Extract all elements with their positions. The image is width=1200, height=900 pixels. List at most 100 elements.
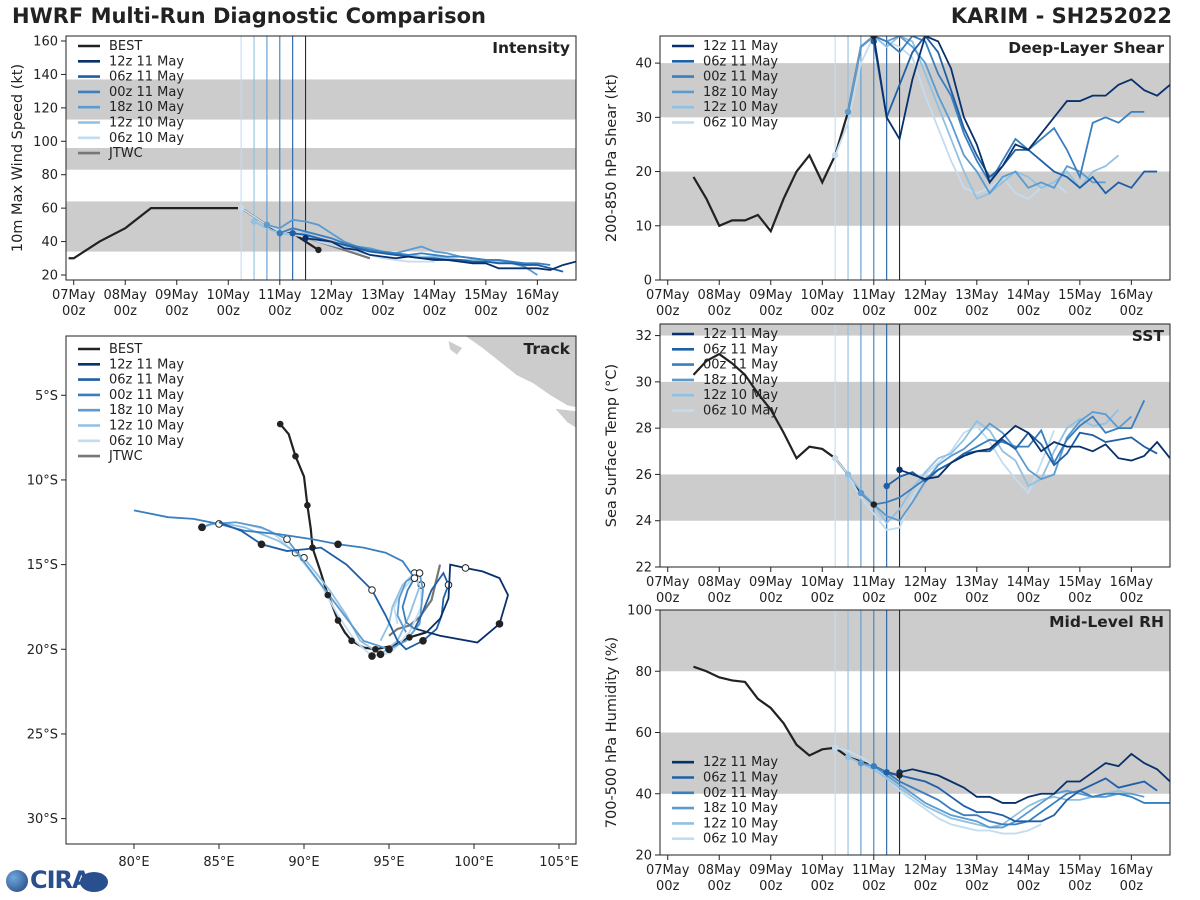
legend-label: 12z 10 May [109, 116, 184, 131]
land-mass [423, 336, 576, 408]
x-tick-label: 15May [1058, 288, 1102, 303]
series-init-point [831, 744, 839, 752]
y-tick-label: 40 [635, 57, 652, 72]
y-tick-label: 80 [635, 665, 652, 680]
y-tick-label: 80 [41, 168, 58, 183]
legend-label: JTWC [108, 146, 143, 161]
y-tick-label: 0 [644, 274, 652, 289]
x-tick-label: 16May [1110, 863, 1154, 878]
series-line [886, 771, 1158, 823]
x-tick-label: 16May [1110, 575, 1154, 590]
x-tick-label: 00z [708, 591, 732, 606]
x-tick-label: 08May [698, 863, 742, 878]
x-tick-label: 14May [413, 288, 457, 303]
y-tick-label: 160 [33, 35, 58, 50]
x-tick-label: 00z [217, 304, 241, 319]
y-tick-label: 60 [41, 202, 58, 217]
x-tick-label: 07May [52, 288, 96, 303]
x-tick-label: 00z [759, 304, 783, 319]
x-tick-label: 15May [1058, 575, 1102, 590]
legend-label: 00z 11 May [703, 786, 778, 801]
series-init-point [883, 769, 890, 776]
x-tick-label: 11May [852, 575, 896, 590]
x-tick-label: 08May [698, 288, 742, 303]
x-tick-label: 16May [516, 288, 560, 303]
y-tick-label: 140 [33, 68, 58, 83]
x-tick-label: 11May [258, 288, 302, 303]
track-marker [283, 535, 291, 544]
series-line [873, 765, 1170, 826]
x-tick-label: 00z [965, 879, 989, 894]
track-marker [257, 540, 266, 549]
y-tick-label: 100 [33, 135, 58, 150]
series-line [305, 237, 576, 271]
x-tick-label: 14May [1007, 575, 1051, 590]
x-tick-label: 00z [811, 879, 835, 894]
best-end-point [870, 501, 877, 508]
series-init-point [896, 466, 903, 473]
series-init-point [289, 230, 296, 237]
x-tick-label: 00z [965, 304, 989, 319]
track-marker [419, 637, 427, 645]
x-tick-label: 09May [749, 288, 793, 303]
x-tick-label: 00z [165, 304, 189, 319]
series-init-point [844, 753, 852, 761]
plot-frame [659, 35, 1171, 281]
x-tick-label: 15May [464, 288, 508, 303]
chart-sst: 22242628303207May00z08May00z09May00z10Ma… [604, 323, 1171, 606]
x-tick-label: 00z [423, 304, 447, 319]
series-line [899, 752, 1170, 804]
x-tick-label: 08May [104, 288, 148, 303]
series-init-point [263, 221, 271, 229]
x-tick-label: 09May [155, 288, 199, 303]
forecast-track [218, 521, 450, 651]
y-tick-label: 100 [627, 604, 652, 619]
legend-label: 18z 10 May [703, 373, 778, 388]
best-marker [372, 645, 379, 653]
legend-label: 00z 11 May [703, 358, 778, 373]
x-tick-label: 09May [749, 575, 793, 590]
y-tick-label: 10°S [27, 473, 58, 488]
x-tick-label: 00z [914, 304, 938, 319]
legend-label: 06z 11 May [109, 70, 184, 85]
x-tick-label: 00z [1120, 879, 1144, 894]
y-tick-label: 25°S [27, 727, 58, 742]
x-tick-label: 13May [955, 288, 999, 303]
legend-label: 18z 10 May [109, 403, 184, 418]
y-tick-label: 40 [41, 235, 58, 250]
series-line [899, 424, 1170, 480]
x-tick-label: 00z [1120, 591, 1144, 606]
series-line [886, 431, 1158, 487]
legend-label: 18z 10 May [703, 801, 778, 816]
x-tick-label: 00z [1068, 879, 1092, 894]
y-tick-label: 15°S [27, 558, 58, 573]
plot-area [660, 36, 1170, 280]
legend-label: 06z 10 May [703, 404, 778, 419]
legend-label: 06z 10 May [703, 832, 778, 847]
shaded-band [660, 381, 1170, 429]
shaded-band [66, 79, 576, 120]
x-tick-label: 00z [811, 591, 835, 606]
best-marker [304, 502, 311, 509]
x-tick-label: 15May [1058, 863, 1102, 878]
legend-label: 12z 11 May [703, 39, 778, 54]
x-tick-label: 00z [62, 304, 86, 319]
legend-label: 06z 10 May [703, 116, 778, 131]
y-tick-label: 20°S [27, 643, 58, 658]
legend-label: 18z 10 May [109, 100, 184, 115]
legend-label: 18z 10 May [703, 85, 778, 100]
panel-title: Mid-Level RH [1049, 613, 1164, 631]
x-tick-label: 14May [1007, 863, 1051, 878]
chart-intensity: 2040608010012014016007May00z08May00z09Ma… [10, 35, 577, 319]
legend-label: BEST [109, 342, 142, 357]
x-tick-label: 00z [1120, 304, 1144, 319]
best-end-point [870, 36, 877, 40]
legend-label: 12z 10 May [703, 100, 778, 115]
series-init-point [302, 235, 309, 242]
y-tick-label: 20 [635, 165, 652, 180]
x-tick-label: 00z [914, 879, 938, 894]
x-tick-label: 00z [759, 879, 783, 894]
series-line [847, 36, 1106, 195]
best-marker [348, 637, 355, 645]
x-tick-label: 100°E [454, 855, 494, 870]
